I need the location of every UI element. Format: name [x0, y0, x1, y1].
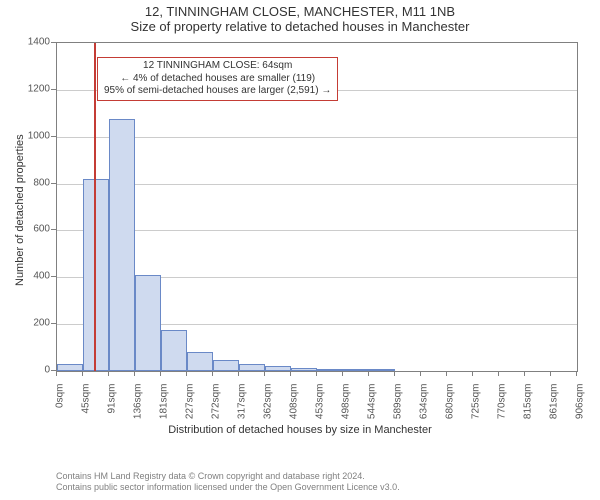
title-line-2: Size of property relative to detached ho… — [0, 19, 600, 36]
footer-line-2: Contains public sector information licen… — [56, 482, 400, 494]
x-tick-mark — [472, 371, 473, 376]
title-line-1: 12, TINNINGHAM CLOSE, MANCHESTER, M11 1N… — [0, 0, 600, 19]
histogram-bar — [317, 369, 343, 371]
y-tick-label: 800 — [20, 177, 50, 188]
y-axis-label: Number of detached properties — [14, 134, 26, 286]
annotation-box: 12 TINNINGHAM CLOSE: 64sqm ← 4% of detac… — [97, 57, 338, 101]
histogram-bar — [83, 179, 109, 371]
histogram-bar — [135, 275, 161, 371]
x-tick-mark — [56, 371, 57, 376]
x-tick-label: 0sqm — [55, 384, 66, 424]
x-tick-mark — [498, 371, 499, 376]
x-tick-label: 91sqm — [107, 384, 118, 424]
x-tick-mark — [238, 371, 239, 376]
x-tick-mark — [394, 371, 395, 376]
plot-area: 12 TINNINGHAM CLOSE: 64sqm ← 4% of detac… — [56, 42, 578, 372]
annotation-line-2: ← 4% of detached houses are smaller (119… — [104, 73, 331, 86]
histogram-bar — [57, 364, 83, 371]
x-tick-mark — [212, 371, 213, 376]
marker-line — [94, 43, 96, 371]
histogram-bar — [291, 368, 317, 372]
x-tick-label: 544sqm — [367, 384, 378, 424]
x-tick-mark — [368, 371, 369, 376]
x-tick-label: 317sqm — [236, 384, 247, 424]
y-tick-label: 1400 — [20, 37, 50, 48]
x-tick-mark — [446, 371, 447, 376]
x-tick-label: 453sqm — [315, 384, 326, 424]
histogram-bar — [369, 369, 395, 371]
x-tick-mark — [576, 371, 577, 376]
x-tick-mark — [108, 371, 109, 376]
x-tick-label: 815sqm — [522, 384, 533, 424]
x-tick-label: 362sqm — [262, 384, 273, 424]
x-axis-label: Distribution of detached houses by size … — [0, 424, 600, 436]
x-tick-label: 498sqm — [340, 384, 351, 424]
histogram-bar — [265, 366, 291, 371]
annotation-line-1: 12 TINNINGHAM CLOSE: 64sqm — [104, 60, 331, 73]
histogram-bar — [187, 352, 213, 371]
x-tick-mark — [342, 371, 343, 376]
x-tick-mark — [134, 371, 135, 376]
x-tick-label: 861sqm — [549, 384, 560, 424]
x-tick-label: 227sqm — [185, 384, 196, 424]
x-tick-label: 272sqm — [211, 384, 222, 424]
x-tick-mark — [524, 371, 525, 376]
x-tick-label: 906sqm — [575, 384, 586, 424]
footer-line-1: Contains HM Land Registry data © Crown c… — [56, 471, 400, 483]
x-tick-mark — [160, 371, 161, 376]
x-tick-mark — [316, 371, 317, 376]
y-tick-label: 1000 — [20, 130, 50, 141]
x-tick-label: 181sqm — [158, 384, 169, 424]
histogram-bar — [213, 360, 239, 371]
x-tick-label: 634sqm — [418, 384, 429, 424]
x-tick-mark — [420, 371, 421, 376]
histogram-bar — [109, 119, 135, 371]
y-tick-label: 200 — [20, 318, 50, 329]
histogram-bar — [161, 330, 187, 371]
x-tick-label: 680sqm — [445, 384, 456, 424]
chart-container: Number of detached properties 0 200 400 600… — [0, 36, 600, 438]
y-tick-label: 400 — [20, 271, 50, 282]
x-tick-label: 136sqm — [133, 384, 144, 424]
x-tick-mark — [264, 371, 265, 376]
x-tick-label: 408sqm — [289, 384, 300, 424]
y-tick-label: 0 — [20, 365, 50, 376]
y-tick-label: 600 — [20, 224, 50, 235]
x-tick-label: 725sqm — [471, 384, 482, 424]
histogram-bar — [239, 364, 265, 371]
x-tick-mark — [550, 371, 551, 376]
histogram-bar — [343, 369, 369, 371]
x-tick-label: 770sqm — [496, 384, 507, 424]
x-tick-mark — [290, 371, 291, 376]
x-tick-mark — [186, 371, 187, 376]
y-tick-label: 1200 — [20, 83, 50, 94]
annotation-line-3: 95% of semi-detached houses are larger (… — [104, 85, 331, 98]
x-tick-label: 589sqm — [393, 384, 404, 424]
x-tick-mark — [82, 371, 83, 376]
x-tick-label: 45sqm — [80, 384, 91, 424]
footer: Contains HM Land Registry data © Crown c… — [56, 471, 400, 494]
